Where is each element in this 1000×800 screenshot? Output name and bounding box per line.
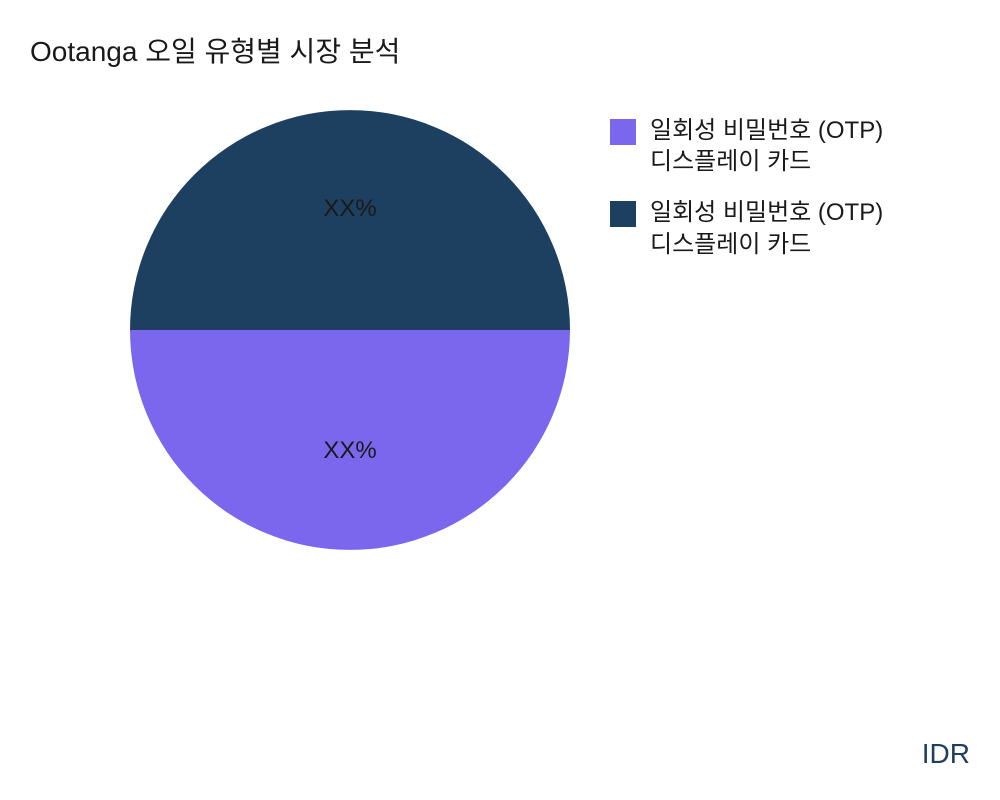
legend-label-line2: 디스플레이 카드: [650, 231, 811, 258]
legend-item: 일회성 비밀번호 (OTP) 디스플레이 카드: [610, 115, 883, 177]
legend-label-line1: 일회성 비밀번호 (OTP): [650, 199, 883, 226]
legend: 일회성 비밀번호 (OTP) 디스플레이 카드 일회성 비밀번호 (OTP) 디…: [610, 115, 883, 280]
pie-chart: [130, 110, 570, 550]
legend-item: 일회성 비밀번호 (OTP) 디스플레이 카드: [610, 197, 883, 259]
slice-label-bottom: XX%: [323, 437, 376, 465]
pie-chart-container: XX% XX%: [130, 110, 570, 550]
legend-swatch: [610, 201, 636, 227]
slice-label-top: XX%: [323, 195, 376, 223]
footer-label: IDR: [922, 738, 970, 770]
legend-label: 일회성 비밀번호 (OTP) 디스플레이 카드: [650, 197, 883, 259]
legend-label-line1: 일회성 비밀번호 (OTP): [650, 117, 883, 144]
legend-label-line2: 디스플레이 카드: [650, 148, 811, 175]
chart-title: Ootanga 오일 유형별 시장 분석: [30, 30, 400, 70]
legend-label: 일회성 비밀번호 (OTP) 디스플레이 카드: [650, 115, 883, 177]
legend-swatch: [610, 119, 636, 145]
